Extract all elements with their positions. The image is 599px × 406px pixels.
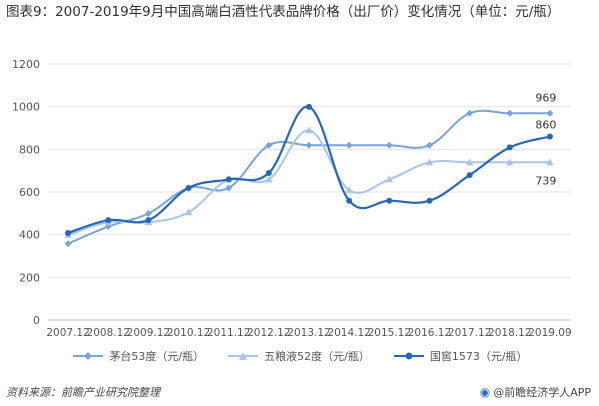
y-tick-label: 1200	[12, 58, 40, 71]
data-point	[265, 141, 273, 149]
source-note: 资料来源：前瞻产业研究院整理	[6, 386, 160, 399]
data-point	[184, 208, 193, 216]
y-tick-label: 0	[33, 314, 40, 327]
data-point	[225, 176, 232, 183]
data-point	[466, 172, 473, 179]
legend-label-guojiao: 国窖1573（元/瓶）	[429, 350, 528, 363]
data-point	[145, 217, 152, 224]
x-tick-label: 2019.09	[528, 327, 571, 339]
y-tick-label: 200	[19, 271, 40, 284]
y-tick-label: 1000	[12, 101, 40, 114]
x-tick-label: 2014.12	[327, 327, 370, 339]
x-tick-label: 2018.12	[488, 327, 531, 339]
brand-logo-icon: ◉	[479, 385, 491, 399]
legend-item-wuliangye[interactable]: 五粮液52度（元/瓶）	[226, 348, 370, 364]
legend: 茅台53度（元/瓶） 五粮液52度（元/瓶） 国窖1573（元/瓶）	[0, 348, 599, 364]
x-tick-label: 2012.12	[247, 327, 290, 339]
series-line	[67, 105, 551, 235]
y-axis-ticks: 0 200 400 600 800 1000 1200	[12, 58, 40, 327]
x-tick-label: 2017.12	[448, 327, 491, 339]
legend-label-wuliangye: 五粮液52度（元/瓶）	[264, 350, 370, 363]
data-point	[385, 175, 394, 183]
data-point	[386, 197, 393, 204]
series-lines	[64, 103, 554, 248]
data-labels: 969 860 739	[535, 91, 556, 187]
data-label: 969	[535, 91, 556, 104]
x-tick-label: 2010.12	[167, 327, 210, 339]
legend-swatch-wuliangye	[228, 352, 259, 360]
data-point	[505, 158, 514, 166]
data-point	[185, 184, 192, 191]
brand-text: @前瞻经济学人APP	[493, 386, 591, 399]
data-point	[144, 210, 152, 218]
data-point	[265, 175, 273, 183]
grid-lines	[48, 63, 570, 321]
x-tick-label: 2011.12	[207, 327, 250, 339]
data-point	[425, 158, 434, 166]
x-tick-label: 2015.12	[368, 327, 411, 339]
chart-title: 图表9：2007-2019年9月中国高端白酒性代表品牌价格（出厂价）变化情况（单…	[6, 4, 561, 20]
legend-label-moutai: 茅台53度（元/瓶）	[109, 350, 205, 363]
data-point	[346, 197, 353, 204]
legend-swatch-guojiao	[393, 352, 424, 360]
legend-item-guojiao[interactable]: 国窖1573（元/瓶）	[392, 348, 528, 364]
data-point	[105, 217, 112, 224]
series-2	[65, 103, 553, 236]
x-axis-ticks: 2007.122008.122009.122010.122011.122012.…	[46, 327, 571, 339]
x-tick-label: 2008.12	[87, 327, 130, 339]
data-point	[385, 141, 393, 149]
legend-swatch-moutai	[73, 352, 104, 360]
data-point	[305, 141, 313, 149]
data-point	[426, 197, 433, 204]
data-point	[345, 186, 353, 194]
data-point	[546, 109, 554, 117]
x-tick-label: 2013.12	[287, 327, 330, 339]
x-tick-label: 2009.12	[127, 327, 170, 339]
data-point	[546, 133, 553, 140]
data-point	[465, 158, 474, 166]
data-point	[345, 141, 353, 149]
y-tick-label: 400	[19, 229, 40, 242]
x-tick-label: 2007.12	[46, 327, 89, 339]
data-point	[265, 170, 272, 177]
brand-credit: ◉ @前瞻经济学人APP	[480, 384, 591, 400]
data-point	[506, 109, 514, 117]
data-point	[64, 240, 72, 248]
y-tick-label: 800	[19, 143, 40, 156]
data-label: 860	[535, 119, 556, 132]
data-point	[65, 229, 72, 236]
data-point	[305, 126, 313, 134]
legend-item-moutai[interactable]: 茅台53度（元/瓶）	[71, 348, 204, 364]
x-tick-label: 2016.12	[408, 327, 451, 339]
data-point	[546, 158, 554, 166]
data-point	[225, 184, 233, 192]
data-point	[506, 144, 513, 151]
y-tick-label: 600	[19, 186, 40, 199]
series-0	[64, 109, 554, 248]
data-point	[306, 103, 312, 110]
data-label: 739	[535, 174, 556, 187]
data-point	[466, 109, 474, 117]
data-point	[425, 141, 433, 149]
